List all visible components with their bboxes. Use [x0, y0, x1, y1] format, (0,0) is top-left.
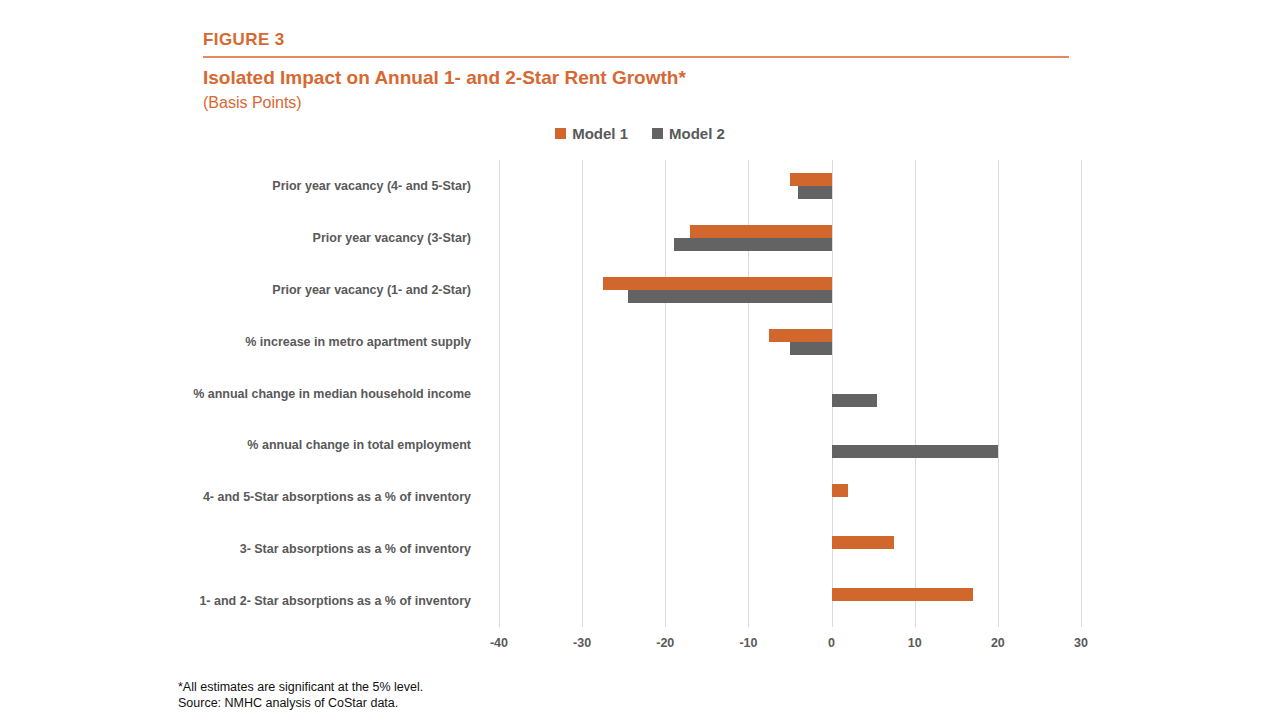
bar-model2	[674, 238, 832, 251]
legend-item-model2: Model 2	[652, 125, 725, 142]
chart-title: Isolated Impact on Annual 1- and 2-Star …	[203, 67, 1069, 89]
bar-model1	[832, 536, 894, 549]
bar-model1	[690, 225, 831, 238]
x-tick-label: 30	[1074, 636, 1088, 650]
category-label: % annual change in total employment	[0, 438, 485, 452]
category-label: 3- Star absorptions as a % of inventory	[0, 542, 485, 556]
header-divider	[203, 56, 1069, 58]
chart-subtitle: (Basis Points)	[203, 94, 1069, 112]
category-label: 4- and 5-Star absorptions as a % of inve…	[0, 490, 485, 504]
x-tick-label: -10	[739, 636, 757, 650]
category-label: 1- and 2- Star absorptions as a % of inv…	[0, 594, 485, 608]
footnote-line-2: Source: NMHC analysis of CoStar data.	[178, 695, 423, 711]
gridline	[582, 160, 583, 627]
model1-swatch-icon	[555, 128, 566, 139]
bar-model2	[832, 445, 998, 458]
x-tick-label: -30	[573, 636, 591, 650]
legend-label: Model 2	[669, 125, 725, 142]
x-tick-label: 10	[908, 636, 922, 650]
category-label: % increase in metro apartment supply	[0, 335, 485, 349]
model2-swatch-icon	[652, 128, 663, 139]
category-axis: Prior year vacancy (4- and 5-Star) Prior …	[0, 160, 485, 627]
category-label: % annual change in median household inco…	[0, 387, 485, 401]
plot-area	[499, 160, 1081, 627]
category-label: Prior year vacancy (1- and 2-Star)	[0, 283, 485, 297]
gridline	[1081, 160, 1082, 627]
legend: Model 1 Model 2	[0, 125, 1280, 142]
figure-label: FIGURE 3	[203, 30, 1069, 50]
x-tick-label: -20	[656, 636, 674, 650]
footnote-line-1: *All estimates are significant at the 5%…	[178, 679, 423, 695]
legend-item-model1: Model 1	[555, 125, 628, 142]
x-tick-label: -40	[490, 636, 508, 650]
gridline	[915, 160, 916, 627]
x-tick-label: 20	[991, 636, 1005, 650]
category-label: Prior year vacancy (3-Star)	[0, 231, 485, 245]
bar-model1	[832, 588, 973, 601]
bar-model2	[798, 186, 831, 199]
bar-model1	[769, 329, 831, 342]
bar-model1	[790, 173, 832, 186]
bar-model1	[603, 277, 832, 290]
gridline	[499, 160, 500, 627]
bar-model1	[832, 484, 849, 497]
bar-model2	[790, 342, 832, 355]
footnote: *All estimates are significant at the 5%…	[178, 679, 423, 711]
gridline	[665, 160, 666, 627]
bar-model2	[628, 290, 832, 303]
legend-label: Model 1	[572, 125, 628, 142]
gridline	[998, 160, 999, 627]
bar-model2	[832, 394, 878, 407]
x-axis: -40-30-20-100102030	[499, 636, 1081, 654]
x-tick-label: 0	[828, 636, 835, 650]
category-label: Prior year vacancy (4- and 5-Star)	[0, 179, 485, 193]
chart-header: FIGURE 3 Isolated Impact on Annual 1- an…	[203, 30, 1069, 112]
